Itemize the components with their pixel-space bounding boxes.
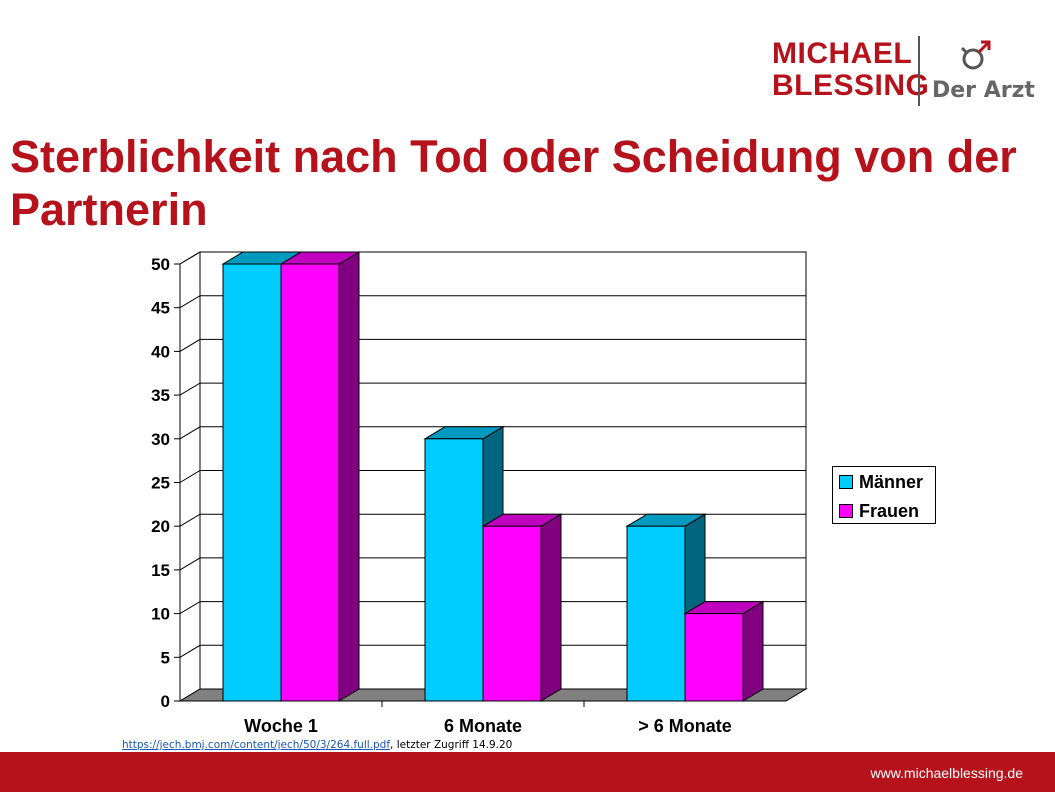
footer-bar: www.michaelblessing.de [0,752,1055,792]
y-tick-label: 50 [151,255,170,274]
source-citation: https://jech.bmj.com/content/jech/50/3/2… [122,739,512,751]
source-link[interactable]: https://jech.bmj.com/content/jech/50/3/2… [122,739,391,751]
bar-m-nner [626,525,686,702]
chart-legend: Männer Frauen [832,466,936,524]
slide-title: Sterblichkeit nach Tod oder Scheidung vo… [10,131,1017,235]
x-tick-label: Woche 1 [244,716,318,736]
legend-swatch-maenner [839,475,853,489]
bar-m-nner [222,263,282,702]
bar-frauen [482,525,542,702]
y-tick-label: 40 [151,342,170,361]
gridline [179,426,806,440]
gridline [179,382,806,396]
bar-side-frauen [742,600,764,702]
y-tick-label: 25 [151,474,170,493]
gridline [179,513,806,527]
brand-subtitle: Der Arzt [932,78,1035,103]
y-tick-label: 35 [151,386,170,405]
gridline [179,470,806,483]
legend-item-frauen: Frauen [839,501,919,521]
gridline [179,601,806,615]
gridline [179,557,806,571]
legend-swatch-frauen [839,504,853,518]
bar-frauen [280,263,340,702]
bar-side-frauen [540,513,562,702]
footer-url: www.michaelblessing.de [870,765,1023,781]
bar-m-nner [424,438,484,702]
y-tick-label: 45 [151,299,170,318]
y-tick-label: 5 [161,648,170,667]
source-suffix: , letzter Zugriff 14.9.20 [390,739,513,751]
gender-symbol-icon [960,40,991,70]
gridline [179,338,806,352]
y-tick-label: 30 [151,430,170,449]
gridline [179,644,806,658]
legend-item-maenner: Männer [839,472,923,492]
brand-name: MICHAEL BLESSING [772,37,930,102]
legend-label-frauen: Frauen [859,500,920,521]
gridline [179,295,806,309]
logo-divider [918,36,920,106]
gridline [179,251,806,265]
bar-frauen [684,613,744,702]
legend-label-maenner: Männer [859,471,924,492]
x-tick-label: 6 Monate [444,716,522,736]
y-tick-label: 20 [151,517,170,536]
y-tick-label: 0 [161,692,170,711]
y-tick-label: 10 [151,605,170,624]
y-tick-label: 15 [151,561,170,580]
x-tick-label: > 6 Monate [638,716,732,736]
bar-side-frauen [338,251,360,702]
